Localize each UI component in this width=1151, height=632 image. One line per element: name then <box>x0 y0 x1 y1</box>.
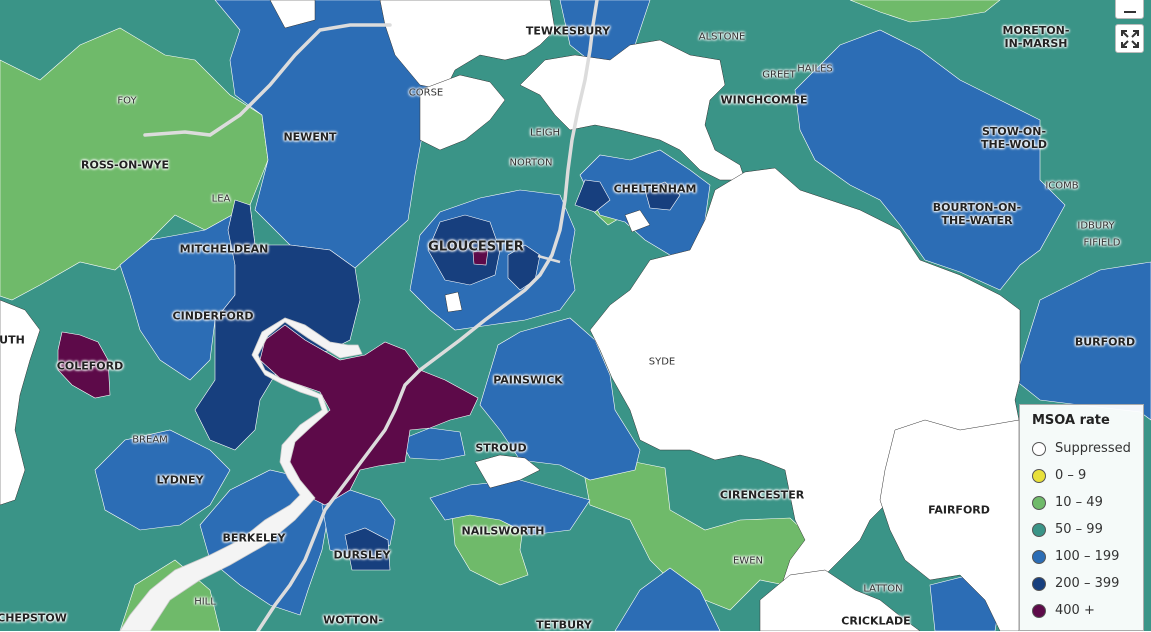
legend-item: Suppressed <box>1032 435 1133 462</box>
legend-item: 200 – 399 <box>1032 570 1133 597</box>
region-suppressed-cricklade[interactable] <box>759 569 921 631</box>
region-gloucester-hot[interactable] <box>472 249 489 266</box>
severn-estuary <box>119 317 363 631</box>
region-lydney[interactable] <box>94 429 231 531</box>
legend-label: 10 – 49 <box>1055 495 1103 510</box>
legend-title: MSOA rate <box>1032 413 1110 428</box>
region-suppressed-west-edge[interactable] <box>0 299 41 506</box>
region-dursley-core[interactable] <box>344 527 391 571</box>
legend-label: 200 – 399 <box>1055 576 1120 591</box>
region-suppressed-north[interactable] <box>379 0 556 91</box>
legend-label: 400 + <box>1055 603 1095 618</box>
legend-items: Suppressed 0 – 9 10 – 49 50 – 99 100 – 199 20… <box>1032 435 1133 624</box>
region-suppressed-fairford[interactable] <box>879 419 1020 631</box>
region-stow[interactable] <box>794 29 1066 291</box>
region-suppressed-top-left[interactable] <box>269 0 316 29</box>
legend-item: 0 – 9 <box>1032 462 1133 489</box>
zoom-out-button[interactable] <box>1115 0 1144 19</box>
region-green-ne[interactable] <box>849 0 1001 23</box>
legend-item: 100 – 199 <box>1032 543 1133 570</box>
region-suppressed-stroud[interactable] <box>474 454 541 489</box>
region-tetbury-east[interactable] <box>614 567 721 631</box>
fullscreen-button[interactable] <box>1115 24 1144 53</box>
legend-label: 100 – 199 <box>1055 549 1120 564</box>
legend-item: 10 – 49 <box>1032 489 1133 516</box>
legend-item: 50 – 99 <box>1032 516 1133 543</box>
legend-swatch-icon <box>1032 495 1046 510</box>
region-gloucester-core[interactable] <box>427 214 501 286</box>
legend-swatch-icon <box>1032 576 1046 591</box>
legend-swatch-icon <box>1032 603 1046 618</box>
region-cheltenham-west[interactable] <box>574 179 611 213</box>
region-suppressed-tewkesbury[interactable] <box>419 74 506 151</box>
expand-icon <box>1120 29 1139 48</box>
legend-swatch-icon <box>1032 522 1046 537</box>
legend-item: 400 + <box>1032 597 1133 624</box>
region-coleford[interactable] <box>57 331 111 399</box>
motorway-m5 <box>143 0 599 631</box>
region-cheltenham-north[interactable] <box>644 181 681 211</box>
map-legend: MSOA rate Suppressed 0 – 9 10 – 49 50 – 99 1… <box>1019 404 1144 631</box>
region-suppressed-gloucester[interactable] <box>444 291 463 313</box>
legend-label: 0 – 9 <box>1055 468 1087 483</box>
motorway-link <box>537 254 561 264</box>
legend-swatch-icon <box>1032 468 1046 483</box>
minus-icon <box>1123 10 1136 13</box>
legend-swatch-icon <box>1032 549 1046 564</box>
legend-label: Suppressed <box>1055 441 1131 456</box>
legend-swatch-icon <box>1032 441 1046 456</box>
region-suppressed-cheltenham[interactable] <box>624 209 651 233</box>
legend-label: 50 – 99 <box>1055 522 1103 537</box>
